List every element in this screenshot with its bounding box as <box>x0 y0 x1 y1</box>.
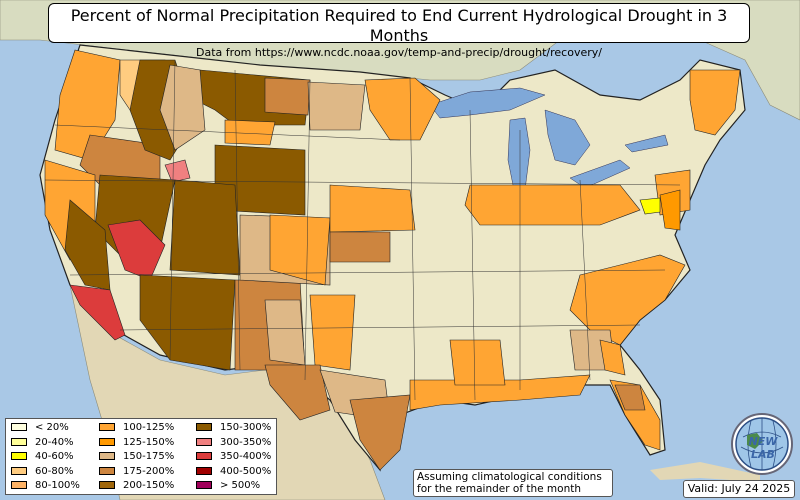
legend-item: 40-60% <box>11 451 74 463</box>
region-texas-west <box>264 364 331 421</box>
region-nm-tan <box>264 299 306 366</box>
legend-label: < 20% <box>35 422 69 433</box>
title-box: Percent of Normal Precipitation Required… <box>48 3 750 59</box>
legend-swatch <box>11 466 27 475</box>
region-ca-south <box>69 284 126 341</box>
legend-swatch <box>99 481 115 489</box>
lake-ontario <box>624 134 669 153</box>
region-minnesota <box>364 77 441 141</box>
region-kansas-brown <box>329 231 391 263</box>
legend-swatch <box>99 466 115 475</box>
region-nevada-red <box>107 219 166 281</box>
legend-item: 60-80% <box>11 466 74 478</box>
region-delmarva-orange <box>659 189 681 231</box>
legend-label: 350-400% <box>220 451 272 462</box>
legend-item: 20-40% <box>11 437 74 449</box>
lab-logo: NEW LAB <box>731 413 793 475</box>
legend-item: 125-150% <box>99 437 174 449</box>
note-line-2: for the remainder of the month <box>417 483 582 495</box>
lake-superior <box>429 87 546 119</box>
region-nebraska <box>329 184 416 233</box>
legend-label: 175-200% <box>123 465 175 477</box>
logo-text: NEW LAB <box>748 435 778 461</box>
legend: < 20% 20-40% 40-60% 60-80% 80-100% 100-125% 12… <box>5 418 277 495</box>
region-nd-tan <box>307 81 366 131</box>
region-midwest-band <box>464 184 641 226</box>
legend-item: 200-150% <box>99 480 174 492</box>
legend-item: 300-350% <box>196 437 271 449</box>
legend-swatch <box>99 437 115 446</box>
legend-label: 125-150% <box>123 436 175 448</box>
legend-label: 400-500% <box>220 465 272 477</box>
legend-swatch <box>99 423 115 431</box>
legend-swatch <box>11 481 27 489</box>
legend-swatch <box>196 452 212 460</box>
legend-item: 100-125% <box>99 422 174 434</box>
state-lines <box>44 59 681 401</box>
valid-date: Valid: July 24 2025 <box>683 480 795 498</box>
legend-label: 150-300% <box>220 422 272 433</box>
legend-item: 175-200% <box>99 466 174 478</box>
legend-item: 150-300% <box>196 422 271 434</box>
legend-item: 400-500% <box>196 466 271 478</box>
region-carolinas <box>569 254 686 346</box>
map-subtitle: Data from https://www.ncdc.noaa.gov/temp… <box>196 46 602 59</box>
legend-item: 150-175% <box>99 451 174 463</box>
region-ca-central <box>64 199 111 291</box>
legend-swatch <box>196 481 212 489</box>
legend-swatch <box>11 452 27 460</box>
legend-label: > 500% <box>220 480 261 491</box>
globe-icon <box>735 417 789 471</box>
legend-swatch <box>11 423 27 431</box>
region-nd-brown <box>264 77 311 116</box>
legend-swatch <box>196 437 212 446</box>
legend-label: 300-350% <box>220 436 272 448</box>
region-colorado-orange <box>269 214 331 286</box>
note-line-1: Assuming climatological conditions <box>417 471 602 483</box>
region-dakota-orange <box>224 119 276 146</box>
region-nm-east <box>309 294 356 371</box>
legend-swatch <box>196 423 212 431</box>
region-utah <box>169 179 241 276</box>
region-ga-coast <box>599 339 626 376</box>
legend-label: 150-175% <box>123 451 175 462</box>
cuba-land <box>650 462 760 482</box>
lake-huron <box>544 109 591 166</box>
region-arizona <box>139 274 236 371</box>
region-mississippi <box>449 339 506 386</box>
legend-swatch <box>196 466 212 475</box>
region-texas-coast <box>349 394 411 471</box>
region-idaho-red <box>164 159 191 183</box>
region-florida-brown <box>614 384 646 411</box>
legend-swatch <box>99 452 115 460</box>
region-montana-tan <box>159 64 206 151</box>
legend-item: 350-400% <box>196 451 271 463</box>
legend-label: 40-60% <box>35 451 74 462</box>
region-maryland-yellow <box>639 197 661 215</box>
map-title: Percent of Normal Precipitation Required… <box>70 6 728 45</box>
legend-item: 80-100% <box>11 480 80 492</box>
legend-item: > 500% <box>196 480 260 492</box>
legend-label: 100-125% <box>123 422 175 433</box>
legend-label: 80-100% <box>35 480 80 491</box>
legend-label: 60-80% <box>35 465 74 477</box>
legend-label: 20-40% <box>35 436 74 448</box>
legend-swatch <box>11 437 27 446</box>
region-new-england <box>689 69 741 136</box>
legend-item: < 20% <box>11 422 69 434</box>
legend-label: 200-150% <box>123 480 175 491</box>
assumption-note: Assuming climatological conditions for t… <box>413 469 613 497</box>
